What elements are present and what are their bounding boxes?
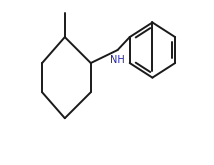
Text: NH: NH [110, 55, 125, 65]
